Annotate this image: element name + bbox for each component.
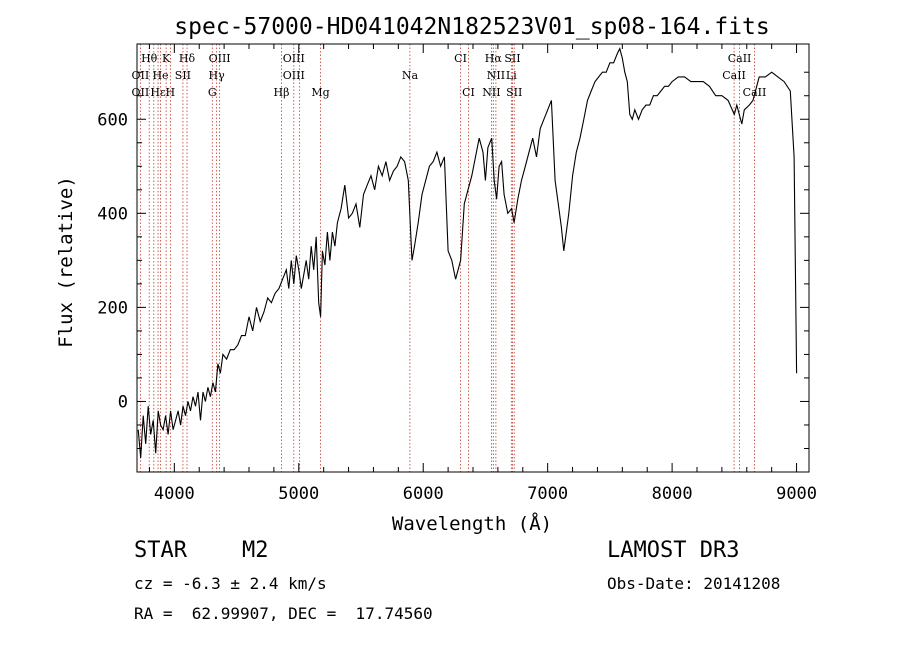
marker-lines [139, 44, 755, 472]
line-label: SII [504, 52, 520, 65]
line-label: OIII [283, 69, 305, 82]
y-tick-label: 400 [97, 204, 128, 224]
y-tick-label: 200 [97, 298, 128, 318]
x-tick-label: 6000 [403, 484, 444, 504]
x-axis: 4000 5000 6000 7000 8000 9000 [148, 44, 817, 504]
line-label: Hδ [179, 52, 196, 65]
x-tick-label: 9000 [776, 484, 817, 504]
coordinates-readout: RA = 62.99907, DEC = 17.74560 [134, 604, 433, 623]
line-label: OII [132, 86, 150, 99]
x-tick-label: 8000 [652, 484, 693, 504]
x-axis-title: Wavelength (Å) [392, 512, 552, 535]
line-label: OIII [283, 52, 305, 65]
line-label: K [162, 52, 171, 65]
flux-series-line [137, 47, 798, 458]
object-class: STAR [134, 538, 187, 563]
line-label: SII [175, 69, 191, 82]
line-label: Li [506, 69, 517, 82]
x-tick-label: 5000 [278, 484, 319, 504]
line-label: OIII [209, 52, 231, 65]
line-label: CaII [743, 86, 767, 99]
plot-frame [136, 43, 810, 473]
observation-date: Obs-Date: 20141208 [607, 574, 781, 593]
chart-title: spec-57000-HD041042N182523V01_sp08-164.f… [174, 14, 769, 40]
x-tick-label: 7000 [527, 484, 568, 504]
velocity-readout: cz = -6.3 ± 2.4 km/s [134, 574, 327, 593]
line-label: OII [132, 69, 150, 82]
line-label: Hγ [209, 69, 226, 82]
line-label: CI [462, 86, 475, 99]
line-label: NII [487, 69, 505, 82]
line-label: Hα [485, 52, 503, 65]
line-label: Hβ [274, 86, 290, 99]
line-label: Hε [150, 86, 166, 99]
line-label: CI [454, 52, 467, 65]
line-label: Na [402, 69, 419, 82]
y-tick-label: 600 [97, 110, 128, 130]
survey-name: LAMOST DR3 [607, 538, 740, 563]
object-subclass: M2 [242, 538, 269, 563]
line-label: CaII [722, 69, 746, 82]
line-label: Hθ [141, 52, 158, 65]
line-label: He [152, 69, 168, 82]
line-label: Mg [311, 86, 329, 99]
y-axis-title: Flux (relative) [55, 176, 77, 348]
line-label: H [166, 86, 176, 99]
y-tick-label: 0 [118, 392, 128, 412]
line-label: NII [482, 86, 500, 99]
x-tick-label: 4000 [154, 484, 195, 504]
line-label: CaII [728, 52, 752, 65]
y-axis: 0 200 400 600 [97, 71, 809, 449]
line-label: G [208, 86, 217, 99]
line-label: SII [506, 86, 522, 99]
